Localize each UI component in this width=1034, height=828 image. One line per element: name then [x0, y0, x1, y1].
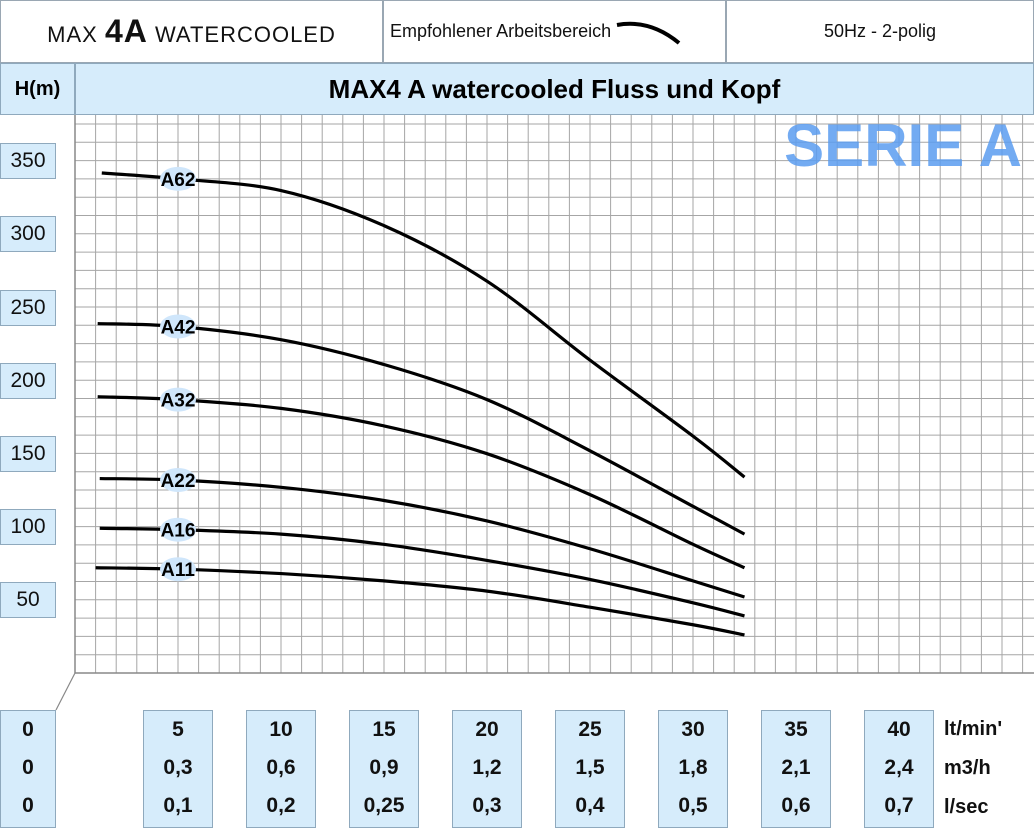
x-tick-column: 15 0,9 0,25 [349, 710, 419, 828]
x-tick-lsec: 0,4 [575, 794, 605, 817]
x-tick-lsec: 0,7 [884, 794, 914, 817]
watermark-text: SERIE A [784, 112, 1022, 179]
frequency-box: 50Hz - 2-polig [726, 0, 1034, 63]
x-tick-m3h: 0,9 [369, 756, 399, 779]
x-tick-m3h: 2,4 [884, 756, 914, 779]
x-tick-column: 10 0,6 0,2 [246, 710, 316, 828]
y-tick-label: 350 [0, 143, 56, 180]
model-title-box: MAX 4A WATERCOOLED [0, 0, 383, 63]
model-big: 4A [104, 13, 148, 49]
working-range-box: Empfohlener Arbeitsbereich [383, 0, 726, 63]
working-range-line-icon [616, 21, 681, 45]
x-tick-lpm: 35 [784, 718, 808, 741]
axis-corner-label-box: H(m) [0, 63, 75, 115]
x-tick-lsec: 0,1 [163, 794, 193, 817]
x-tick-m3h: 0,6 [266, 756, 296, 779]
x-tick-lsec: 0,6 [781, 794, 811, 817]
series-line-a32 [97, 395, 746, 570]
y-tick-label: 300 [0, 216, 56, 253]
axis-corner-label: H(m) [14, 77, 61, 100]
x-origin-lsec: 0 [22, 794, 34, 817]
series-label-bg-a42 [160, 314, 196, 339]
series-label-a11: A11 [161, 560, 195, 581]
x-tick-column: 25 1,5 0,4 [555, 710, 625, 828]
series-label-a16: A16 [161, 521, 196, 542]
x-tick-column: 30 1,8 0,5 [658, 710, 728, 828]
chart-title: MAX4 A watercooled Fluss und Kopf [328, 73, 781, 104]
x-tick-m3h: 1,8 [678, 756, 708, 779]
series-label-bg-a22 [160, 468, 196, 493]
y-tick-label: 100 [0, 508, 56, 545]
x-tick-lpm: 5 [172, 718, 184, 741]
x-origin-m3h: 0 [22, 756, 34, 779]
y-tick-label: 50 [0, 581, 56, 618]
y-tick-label: 200 [0, 362, 56, 399]
working-range-label: Empfohlener Arbeitsbereich [390, 21, 612, 41]
series-label-bg-a16 [160, 517, 196, 542]
x-tick-lsec: 0,3 [472, 794, 502, 817]
series-line-a22 [99, 476, 745, 599]
x-tick-lpm: 15 [372, 718, 396, 741]
x-origin-lpm: 0 [22, 718, 34, 741]
series-label-a62: A62 [161, 170, 196, 191]
frequency-label: 50Hz - 2-polig [823, 21, 937, 41]
model-suffix: WATERCOOLED [154, 22, 336, 47]
series-label-bg-a32 [160, 387, 196, 412]
chart-title-box: MAX4 A watercooled Fluss und Kopf [75, 63, 1034, 115]
y-tick-label: 250 [0, 289, 56, 326]
x-tick-lpm: 30 [681, 718, 705, 741]
x-origin-column: 0 0 0 [0, 710, 56, 828]
x-tick-column: 40 2,4 0,7 [864, 710, 934, 828]
x-tick-lpm: 10 [269, 718, 293, 741]
model-prefix: MAX [47, 22, 98, 47]
x-tick-column: 35 2,1 0,6 [761, 710, 831, 828]
y-tick-label: 150 [0, 435, 56, 472]
unit-m3h: m3/h [944, 757, 991, 779]
x-tick-m3h: 0,3 [163, 756, 193, 779]
x-tick-column: 5 0,3 0,1 [143, 710, 213, 828]
series-line-a11 [95, 566, 745, 637]
x-tick-lsec: 0,5 [678, 794, 708, 817]
series-label-a42: A42 [161, 318, 196, 339]
series-line-a16 [99, 526, 745, 618]
x-tick-lpm: 25 [578, 718, 602, 741]
axis-corner-diagonal [55, 672, 76, 711]
x-tick-lsec: 0,2 [266, 794, 296, 817]
series-label-bg-a62 [160, 166, 196, 191]
x-tick-m3h: 1,5 [575, 756, 605, 779]
series-line-a42 [97, 321, 746, 536]
x-tick-m3h: 1,2 [472, 756, 502, 779]
x-tick-lpm: 20 [475, 718, 499, 741]
series-label-a22: A22 [161, 471, 196, 492]
series-label-bg-a11 [160, 557, 196, 582]
series-line-a62 [101, 171, 746, 479]
unit-lsec: l/sec [944, 796, 989, 818]
unit-lpm: lt/min' [944, 718, 1003, 740]
x-tick-lsec: 0,25 [363, 794, 405, 817]
x-tick-m3h: 2,1 [781, 756, 811, 779]
x-tick-lpm: 40 [887, 718, 911, 741]
series-label-a32: A32 [161, 391, 196, 412]
x-tick-column: 20 1,2 0,3 [452, 710, 522, 828]
